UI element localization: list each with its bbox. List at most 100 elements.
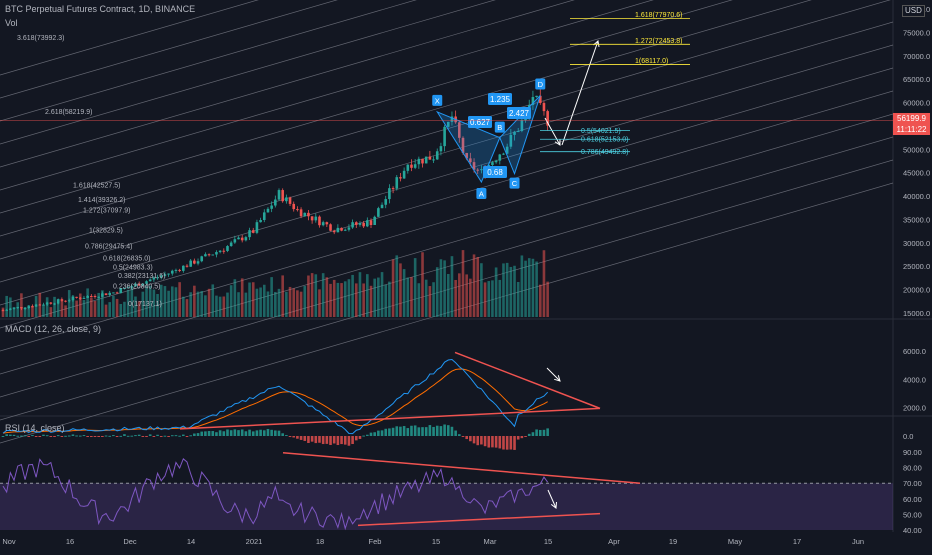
rsi-label: RSI (14, close) <box>5 423 65 433</box>
candle-body <box>23 307 27 309</box>
macd-histogram-bar <box>64 435 67 437</box>
macd-histogram-bar <box>86 436 89 437</box>
rsi-line <box>2 457 549 531</box>
volume-bar <box>97 292 100 317</box>
volume-bar <box>421 252 424 317</box>
volume-bar <box>159 284 163 317</box>
macd-histogram-bar <box>27 436 31 437</box>
volume-bar <box>248 282 251 317</box>
volume-bar <box>428 286 432 317</box>
volume-bar <box>53 296 56 317</box>
volume-bar <box>513 265 516 317</box>
macd-histogram-bar <box>148 434 152 436</box>
currency-badge[interactable]: USD <box>902 5 925 17</box>
fib-channel-label: 0.382(23131.6) <box>118 273 165 280</box>
macd-tick-label: 4000.0 <box>903 375 926 384</box>
volume-bar <box>446 273 450 317</box>
macd-histogram-bar <box>446 425 450 436</box>
macd-histogram-bar <box>240 429 244 436</box>
macd-histogram-bar <box>369 432 373 436</box>
volume-bar <box>402 269 406 317</box>
volume-bar <box>49 307 53 317</box>
macd-histogram-bar <box>281 433 284 436</box>
macd-histogram-bar <box>196 433 200 436</box>
candle-body <box>443 126 446 147</box>
macd-histogram-bar <box>395 426 399 436</box>
candle-body <box>465 152 468 159</box>
macd-histogram-bar <box>354 436 358 441</box>
volume-bar <box>93 300 97 317</box>
time-tick-label: 2021 <box>246 537 263 546</box>
rsi-tick-label: 50.00 <box>903 510 922 519</box>
macd-histogram-bar <box>108 435 112 437</box>
macd-histogram-bar <box>516 436 520 440</box>
macd-line <box>2 358 549 435</box>
macd-histogram-bar <box>509 436 513 450</box>
volume-bar <box>354 283 358 317</box>
candle-body <box>417 158 421 165</box>
candle-body <box>82 297 86 299</box>
candle-body <box>513 131 516 135</box>
candle-body <box>310 216 314 221</box>
volume-bar <box>5 295 8 317</box>
volume-bar <box>101 290 104 317</box>
fib-extension-label: 1.272(72453.8) <box>635 38 682 45</box>
macd-histogram-bar <box>189 435 192 437</box>
fib-channel-line <box>0 67 894 329</box>
volume-bar <box>531 258 535 317</box>
price-tick-label: 60000.0 <box>903 99 930 108</box>
candle-body <box>78 297 82 299</box>
macd-histogram-bar <box>487 436 491 448</box>
candles <box>1 88 549 312</box>
volume-bar <box>259 287 262 317</box>
macd-histogram-bar <box>185 436 189 437</box>
fib-retracement-label: 0.5(54021.5) <box>581 128 621 135</box>
time-tick-label: 16 <box>66 537 74 546</box>
candle-body <box>126 287 130 289</box>
macd-histogram-bar <box>288 436 292 437</box>
candle-body <box>218 250 222 253</box>
candle-body <box>450 116 454 122</box>
volume-bar <box>156 294 159 317</box>
harmonic-ratio-label: 0.627 <box>470 118 491 127</box>
fib-channel-line <box>0 0 812 237</box>
price-tick-label: 35000.0 <box>903 215 930 224</box>
macd-histogram-bar <box>215 432 218 436</box>
volume-bar <box>277 288 281 317</box>
candle-body <box>380 204 384 209</box>
candle-body <box>86 295 89 298</box>
volume-bar <box>469 278 472 317</box>
volume-bar <box>274 291 277 317</box>
rsi-arrow <box>547 489 557 509</box>
volume-bar <box>406 277 410 317</box>
fib-channel-line <box>0 159 894 421</box>
candle-body <box>215 252 218 255</box>
time-tick-label: 19 <box>669 537 677 546</box>
volume-bar <box>391 259 395 317</box>
macd-trendline-upper <box>454 351 601 410</box>
candle-body <box>388 188 391 200</box>
volume-bar <box>417 283 421 317</box>
volume-bar <box>86 288 89 317</box>
candle-body <box>413 164 417 168</box>
macd-histogram-bar <box>255 430 259 436</box>
macd-histogram-bar <box>134 435 137 437</box>
macd-histogram-bar <box>505 436 509 450</box>
fib-channel-line <box>0 21 894 283</box>
macd-histogram-bar <box>432 426 435 436</box>
candle-body <box>410 164 413 168</box>
candle-body <box>137 283 141 286</box>
macd-histogram-bar <box>292 436 296 438</box>
fib-channel-line <box>0 0 575 168</box>
candle-body <box>49 302 53 304</box>
volume-bar <box>494 267 498 317</box>
candle-body <box>292 203 296 210</box>
rsi-tick-label: 40.00 <box>903 526 922 535</box>
macd-histogram-bar <box>410 425 413 436</box>
macd-histogram-bar <box>262 430 266 436</box>
macd-histogram-bar <box>531 432 535 436</box>
rsi-trendline-lower <box>357 512 601 527</box>
candle-body <box>193 260 196 264</box>
